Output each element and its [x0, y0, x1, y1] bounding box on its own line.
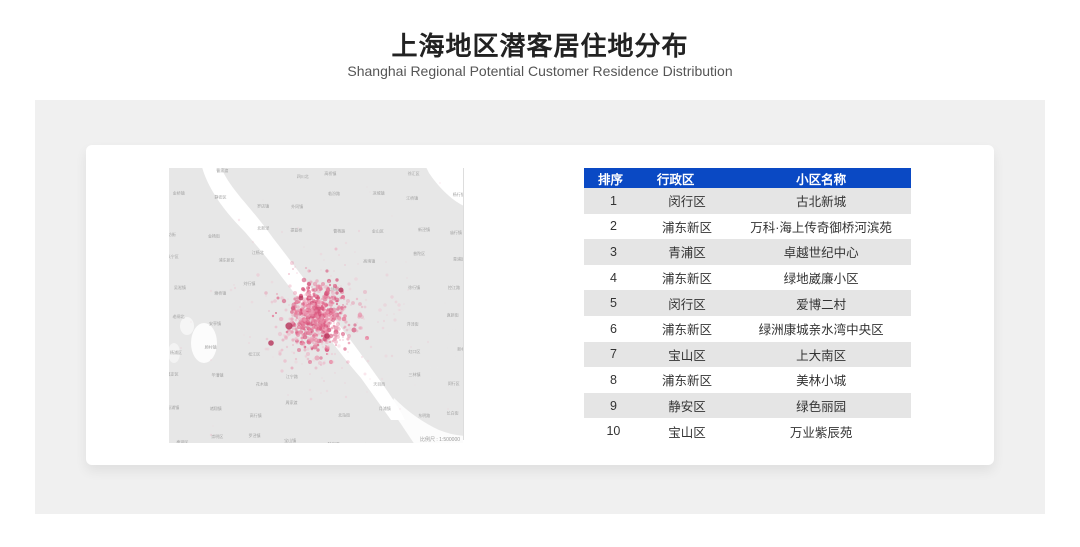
svg-text:刘行镇: 刘行镇: [243, 280, 255, 286]
svg-text:曹家渡: 曹家渡: [216, 168, 228, 173]
svg-text:庙行镇: 庙行镇: [450, 229, 462, 235]
svg-text:东明路: 东明路: [418, 412, 430, 418]
svg-text:青浦区: 青浦区: [453, 256, 463, 262]
svg-text:新泾镇: 新泾镇: [418, 226, 430, 232]
svg-text:嘉定区: 嘉定区: [169, 371, 179, 377]
svg-text:松江区: 松江区: [248, 351, 260, 357]
svg-text:罗泾镇: 罗泾镇: [249, 432, 261, 438]
svg-text:崇明区: 崇明区: [211, 433, 223, 439]
svg-text:宝山区: 宝山区: [364, 442, 376, 443]
svg-text:宝山镇: 宝山镇: [284, 437, 296, 443]
svg-text:控江路: 控江路: [448, 284, 460, 290]
svg-text:江桥镇: 江桥镇: [406, 195, 418, 201]
svg-text:金桥镇: 金桥镇: [173, 190, 185, 196]
svg-text:北新泾: 北新泾: [257, 224, 269, 230]
svg-text:塘桥镇: 塘桥镇: [214, 289, 226, 295]
svg-text:普陀区: 普陀区: [413, 250, 425, 256]
svg-text:顾村镇: 顾村镇: [205, 344, 217, 350]
svg-text:高境镇: 高境镇: [363, 258, 375, 264]
svg-text:罗店镇: 罗店镇: [257, 203, 269, 209]
svg-text:老闸北: 老闸北: [173, 313, 185, 319]
svg-text:虹口区: 虹口区: [408, 348, 420, 354]
svg-text:徐行镇: 徐行镇: [408, 284, 420, 290]
svg-text:高行镇: 高行镇: [250, 412, 262, 418]
svg-text:徐汇区: 徐汇区: [408, 170, 420, 176]
svg-text:闵行区: 闵行区: [448, 380, 460, 386]
svg-text:三林镇: 三林镇: [409, 371, 421, 377]
svg-text:浦东新区: 浦东新区: [219, 256, 235, 262]
svg-text:金杨街: 金杨街: [208, 232, 220, 238]
svg-text:彭浦镇: 彭浦镇: [169, 404, 179, 410]
svg-text:江杨北: 江杨北: [252, 249, 264, 255]
svg-text:凉城镇: 凉城镇: [373, 189, 385, 195]
svg-text:静安区: 静安区: [215, 194, 227, 200]
svg-text:诸翔镇: 诸翔镇: [210, 405, 222, 411]
svg-text:杨行镇: 杨行镇: [453, 191, 463, 197]
svg-text:天目西: 天目西: [373, 381, 385, 386]
svg-text:长宁区: 长宁区: [169, 253, 179, 259]
svg-text:华漕镇: 华漕镇: [212, 372, 224, 378]
svg-text:安亭镇: 安亭镇: [209, 320, 221, 326]
svg-text:北站街: 北站街: [338, 411, 350, 417]
svg-text:外冈镇: 外冈镇: [291, 203, 303, 209]
svg-text:吴淞镇: 吴淞镇: [174, 284, 186, 290]
svg-text:四川北: 四川北: [297, 173, 309, 179]
svg-text:临汾路: 临汾路: [328, 190, 340, 196]
svg-text:周家渡: 周家渡: [286, 399, 298, 405]
svg-text:真新街: 真新街: [447, 312, 459, 318]
svg-text:陆家嘴: 陆家嘴: [328, 440, 340, 443]
svg-text:花木镇: 花木镇: [256, 381, 268, 387]
svg-text:金山区: 金山区: [372, 228, 384, 234]
svg-text:高桥镇: 高桥镇: [324, 170, 336, 176]
svg-text:曹杨路: 曹杨路: [333, 227, 345, 233]
svg-text:杨浦区: 杨浦区: [170, 349, 182, 355]
svg-text:长白街: 长白街: [447, 409, 459, 415]
svg-text:潍坊街: 潍坊街: [169, 231, 176, 237]
svg-text:江宁路: 江宁路: [286, 373, 298, 379]
svg-text:洋泾街: 洋泾街: [407, 320, 419, 326]
svg-text:奉贤区: 奉贤区: [176, 438, 188, 443]
svg-text:提篮桥: 提篮桥: [290, 226, 302, 232]
svg-text:月浦镇: 月浦镇: [379, 405, 391, 411]
